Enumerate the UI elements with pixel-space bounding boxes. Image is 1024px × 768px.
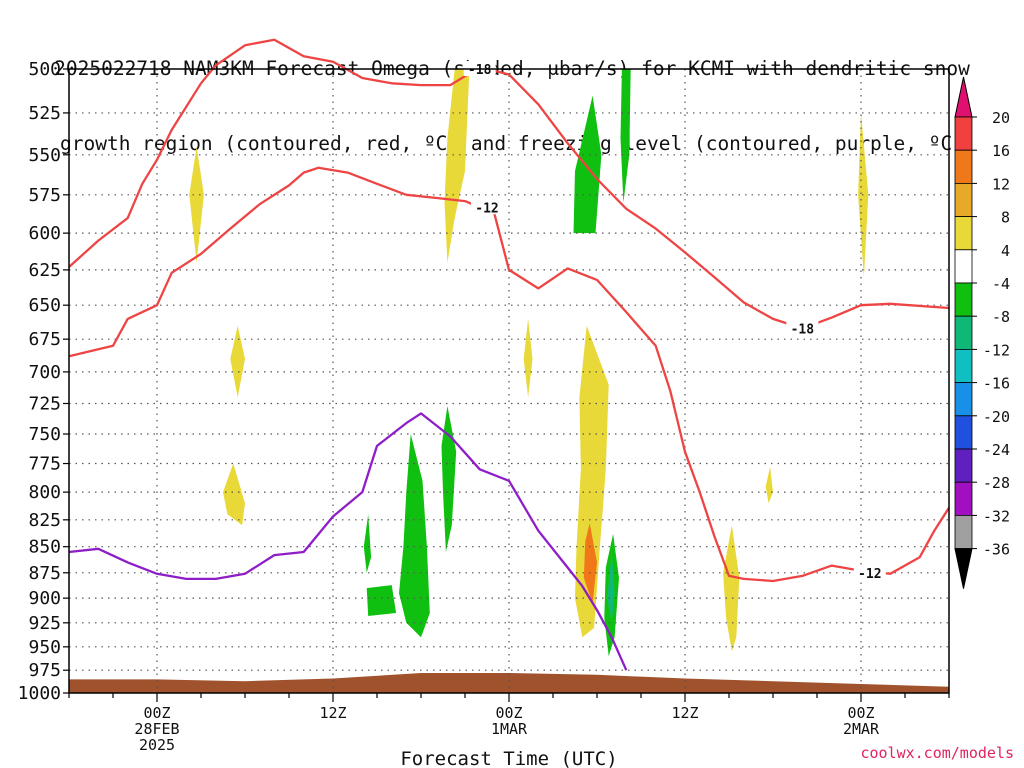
- colorbar-swatch-5: [954, 249, 973, 284]
- x-tick-label-48-1: 2MAR: [843, 720, 880, 738]
- contour-label-neg18-a: -18: [468, 63, 492, 78]
- contour-label-neg12-a-bg: [471, 199, 503, 215]
- y-tick-label-900: 900: [28, 588, 61, 609]
- omega-region-3: [444, 69, 470, 263]
- y-tick-label-800: 800: [28, 482, 61, 503]
- x-tick-label-12-0: 12Z: [319, 704, 346, 722]
- colorbar-label-4: 4: [1001, 242, 1010, 260]
- colorbar-swatch-10: [954, 415, 973, 450]
- y-tick-label-950: 950: [28, 637, 61, 658]
- contour-label-neg18-b: -18: [791, 322, 815, 337]
- colorbar-swatch-6: [954, 282, 973, 317]
- contour-lines: -18 -18 -12 -12: [68, 38, 950, 671]
- colorbar-label-1: 16: [992, 142, 1010, 160]
- colorbar-label-2: 12: [992, 175, 1010, 193]
- omega-region-1: [230, 325, 245, 398]
- omega-colorbar: 20 16 12 8 4 -4 -8 -12 -16 -20 -24 -28 -32 -36: [954, 76, 1010, 589]
- colorbar-top-triangle: [954, 76, 973, 118]
- x-tick-label-36-0: 12Z: [671, 704, 698, 722]
- colorbar-label-13: -36: [983, 541, 1010, 559]
- colorbar-swatch-8: [954, 348, 973, 383]
- colorbar-label-5: -4: [992, 275, 1010, 293]
- omega-shading: [189, 69, 869, 657]
- contour-line-0: [68, 38, 950, 330]
- omega-region-10: [573, 95, 602, 234]
- y-tick-label-700: 700: [28, 362, 61, 383]
- colorbar-label-7: -12: [983, 341, 1010, 359]
- y-tick-label-500: 500: [28, 59, 61, 80]
- colorbar-swatch-9: [954, 382, 973, 417]
- contour-label-neg12-b-bg: [853, 564, 886, 580]
- y-tick-label-625: 625: [28, 260, 61, 281]
- y-tick-label-850: 850: [28, 537, 61, 558]
- colorbar-bottom-triangle: [954, 548, 973, 589]
- x-tick-label-24-0: 00Z: [495, 704, 522, 722]
- colorbar-label-3: 8: [1001, 209, 1010, 227]
- omega-region-7: [765, 467, 773, 504]
- colorbar-label-10: -24: [983, 441, 1010, 459]
- omega-region-8: [723, 525, 740, 652]
- y-tick-label-825: 825: [28, 510, 61, 531]
- colorbar-swatch-7: [954, 315, 973, 350]
- x-tick-label-24-1: 1MAR: [491, 720, 528, 738]
- pressure-axis: 500 525 550 575 600 625 650 675 700 725 750 775 800 8…: [18, 59, 69, 704]
- y-tick-label-650: 650: [28, 295, 61, 316]
- omega-region-14: [441, 406, 457, 552]
- x-tick-label-0-1: 28FEB: [134, 720, 179, 738]
- colorbar-swatch-2: [954, 149, 973, 184]
- contour-line-2: [68, 412, 628, 671]
- y-tick-label-750: 750: [28, 424, 61, 445]
- colorbar-swatch-12: [954, 481, 973, 516]
- y-tick-label-975: 975: [28, 660, 61, 681]
- colorbar-label-0: 20: [992, 109, 1010, 127]
- y-tick-label-550: 550: [28, 145, 61, 166]
- y-tick-label-575: 575: [28, 185, 61, 206]
- colorbar-label-8: -16: [983, 375, 1010, 393]
- x-axis-label: Forecast Time (UTC): [400, 748, 617, 768]
- y-tick-label-875: 875: [28, 563, 61, 584]
- colorbar-label-6: -8: [992, 308, 1010, 326]
- x-tick-label-0-2: 2025: [139, 736, 175, 754]
- colorbar-label-12: -32: [983, 507, 1010, 525]
- colorbar-label-9: -20: [983, 408, 1010, 426]
- colorbar-swatch-11: [954, 448, 973, 483]
- colorbar-label-11: -28: [983, 474, 1010, 492]
- watermark: coolwx.com/models: [860, 744, 1014, 762]
- y-tick-label-1000: 1000: [18, 683, 61, 704]
- contour-line-1: [68, 166, 950, 583]
- x-tick-label-0-0: 00Z: [143, 704, 170, 722]
- y-tick-label-775: 775: [28, 454, 61, 475]
- colorbar-swatch-1: [954, 116, 973, 151]
- colorbar-swatch-4: [954, 216, 973, 251]
- y-tick-label-925: 925: [28, 613, 61, 634]
- terrain-fill: [69, 673, 949, 693]
- omega-region-0: [189, 146, 204, 263]
- grid-lines: [69, 69, 949, 693]
- y-tick-label-725: 725: [28, 393, 61, 414]
- contour-label-neg12-a: -12: [475, 201, 498, 216]
- y-tick-label-525: 525: [28, 103, 61, 124]
- x-tick-label-48-0: 00Z: [847, 704, 874, 722]
- omega-region-11: [620, 69, 631, 203]
- omega-region-16: [366, 585, 397, 616]
- colorbar-swatch-13: [954, 515, 973, 550]
- contour-label-neg12-b: -12: [858, 567, 881, 582]
- omega-region-4: [523, 318, 533, 398]
- omega-region-17: [607, 552, 615, 623]
- y-tick-label-600: 600: [28, 223, 61, 244]
- omega-region-12: [363, 514, 372, 573]
- terrain-area: [69, 673, 949, 693]
- omega-region-13: [399, 434, 430, 638]
- omega-region-9: [583, 523, 597, 604]
- y-tick-label-675: 675: [28, 329, 61, 350]
- colorbar-swatch-3: [954, 182, 973, 217]
- omega-region-2: [223, 463, 245, 526]
- chart-title-line2: growth region (contoured, red, ºC) and f…: [60, 132, 964, 155]
- contour-label-neg18-b-bg: [786, 320, 819, 336]
